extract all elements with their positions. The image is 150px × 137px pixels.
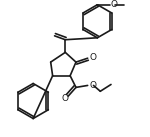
Text: O: O [90,53,97,62]
Text: O: O [62,94,69,103]
Text: O: O [111,0,118,9]
Text: O: O [90,81,97,90]
